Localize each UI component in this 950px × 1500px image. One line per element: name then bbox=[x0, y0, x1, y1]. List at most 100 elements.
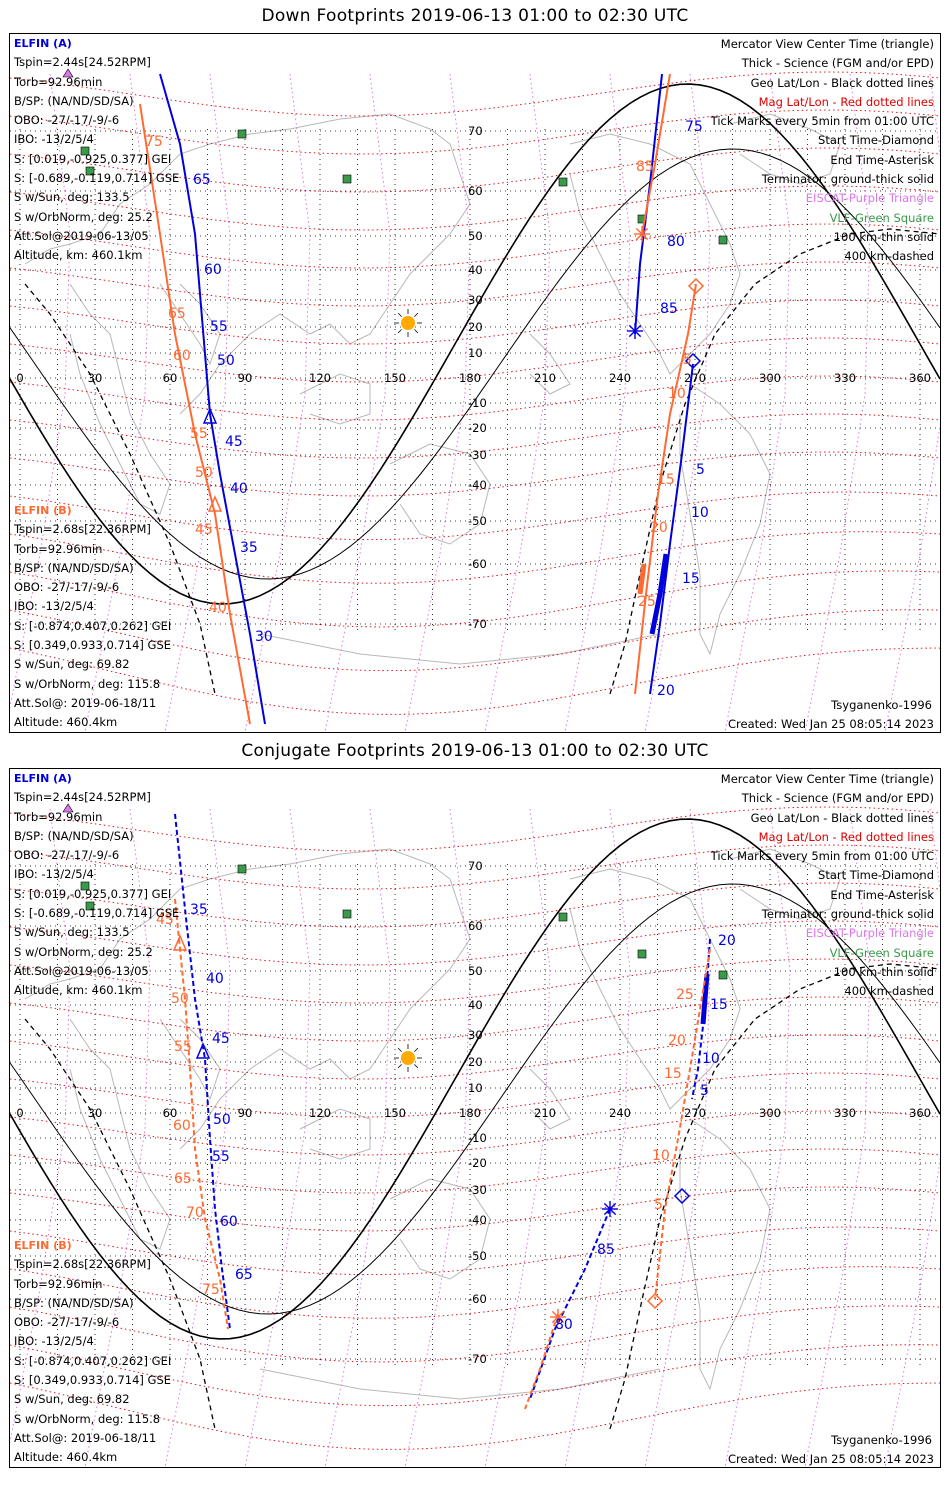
info-line: B/SP: (NA/ND/SD/SA) bbox=[14, 1295, 134, 1310]
info-line: S w/OrbNorm, deg: 115.8 bbox=[14, 1411, 161, 1426]
lat-tick-label: -70 bbox=[468, 1352, 487, 1366]
lat-tick-label: 50 bbox=[468, 229, 483, 243]
lat-tick-label: 20 bbox=[468, 320, 483, 334]
elfin-a-tick-label: 55 bbox=[212, 1149, 230, 1165]
elfin-b-tick-label: 65 bbox=[174, 1171, 192, 1187]
created-timestamp: Created: Wed Jan 25 08:05:14 2023 bbox=[727, 1452, 934, 1466]
legend-item: Mag Lat/Lon - Red dotted lines bbox=[758, 829, 934, 844]
lon-tick-label: 150 bbox=[384, 371, 406, 385]
legend-item: 100 km-thin solid bbox=[833, 229, 934, 244]
created-timestamp: Created: Wed Jan 25 08:05:14 2023 bbox=[727, 717, 934, 731]
lat-tick-label: -20 bbox=[468, 1156, 487, 1170]
legend-item: End Time-Asterisk bbox=[830, 152, 934, 167]
end-asterisk-icon bbox=[550, 1309, 566, 1325]
map-panel-down: 0 30 60 90 120 150 180 210 240 270 300 330 360 70 60 50… bbox=[9, 33, 941, 733]
vlf-square-icon bbox=[342, 909, 352, 919]
elfin-a-tick-label: 65 bbox=[235, 1267, 253, 1283]
elfin-b-tick-label: 25 bbox=[638, 594, 656, 610]
info-line: S: [-0.689,-0.119,0.714] GSE bbox=[14, 171, 180, 186]
vlf-square-icon bbox=[80, 881, 90, 891]
end-asterisk-icon bbox=[627, 323, 643, 339]
legend-item: Tick Marks every 5min from 01:00 UTC bbox=[710, 114, 934, 129]
info-line: IBO: -13/2/5/4 bbox=[14, 132, 94, 147]
info-line: OBO: -27/-17/-9/-6 bbox=[14, 113, 120, 128]
lat-tick-label: -50 bbox=[468, 514, 487, 528]
info-line: IBO: -13/2/5/4 bbox=[14, 867, 94, 882]
info-line: S: [0.349,0.933,0.714] GSE bbox=[14, 1373, 172, 1388]
start-diamond-icon bbox=[684, 352, 702, 370]
elfin-b-tick-label: 10 bbox=[652, 1148, 670, 1164]
lon-tick-label: 180 bbox=[459, 371, 481, 385]
elfin-a-tick-label: 75 bbox=[685, 119, 703, 135]
track-tick-labels: 35 40 45 50 55 60 65 20 15 10 5 85 80 45 50 55 60 65 70 75 2… bbox=[156, 902, 736, 1333]
map-panel-conjugate: 0 30 60 90 120 150 180 210 240 270 300 330 360 70 60 50… bbox=[9, 768, 941, 1468]
satellite-name: ELFIN (A) bbox=[14, 37, 72, 50]
legend-item: Start Time-Diamond bbox=[818, 133, 934, 148]
lon-tick-label: 240 bbox=[609, 1106, 631, 1120]
lon-tick-label: 210 bbox=[534, 1106, 556, 1120]
lat-tick-label: -20 bbox=[468, 421, 487, 435]
lat-tick-label: 40 bbox=[468, 998, 483, 1012]
elfin-a-tick-label: 60 bbox=[220, 1214, 238, 1230]
end-asterisk-icon bbox=[602, 1201, 618, 1217]
lon-tick-label: 0 bbox=[16, 1106, 23, 1120]
info-line: OBO: -27/-17/-9/-6 bbox=[14, 580, 120, 595]
elfin-b-tick-label: 60 bbox=[173, 348, 191, 364]
info-line: S w/OrbNorm, deg: 25.2 bbox=[14, 209, 153, 224]
mag-grid bbox=[10, 71, 940, 715]
lon-tick-label: 300 bbox=[759, 1106, 781, 1120]
info-line: Altitude: 460.4km bbox=[14, 1450, 118, 1465]
lon-tick-label: 180 bbox=[459, 1106, 481, 1120]
legend-item: Thick - Science (FGM and/or EPD) bbox=[741, 791, 934, 806]
legend-item: Terminator: ground-thick solid bbox=[761, 172, 934, 187]
elfin-a-tick-label: 40 bbox=[230, 481, 248, 497]
elfin-b-tick-label: 60 bbox=[173, 1118, 191, 1134]
lon-tick-label: 0 bbox=[16, 371, 23, 385]
info-line: Torb=92.96min bbox=[14, 74, 103, 89]
lon-tick-label: 60 bbox=[163, 371, 178, 385]
info-line: Att.Sol@: 2019-06-18/11 bbox=[14, 695, 157, 710]
legend-item: Mercator View Center Time (triangle) bbox=[720, 37, 934, 51]
elfin-b-tick-label: 55 bbox=[174, 1039, 192, 1055]
terminator bbox=[10, 818, 940, 1430]
lat-tick-label: 70 bbox=[468, 859, 483, 873]
elfin-b-tick-label: 45 bbox=[195, 522, 213, 538]
legend-item: 400 km-dashed bbox=[844, 984, 934, 999]
elfin-a-tick-label: 80 bbox=[667, 234, 685, 250]
elfin-a-tick-label: 85 bbox=[597, 1242, 615, 1258]
elfin-b-tick-label: 5 bbox=[654, 1197, 663, 1213]
info-line: B/SP: (NA/ND/SD/SA) bbox=[14, 560, 134, 575]
elfin-b-tick-label: 25 bbox=[676, 987, 694, 1003]
satellite-name: ELFIN (B) bbox=[14, 1239, 72, 1252]
info-line: S w/Sun, deg: 69.82 bbox=[14, 657, 130, 672]
lon-tick-label: 150 bbox=[384, 1106, 406, 1120]
elfin-a-info: ELFIN (A) Tspin=2.44s[24.52RPM] Torb=92.96… bbox=[14, 34, 179, 266]
info-line: OBO: -27/-17/-9/-6 bbox=[14, 1315, 120, 1330]
axis-labels: 0 30 60 90 120 150 180 210 240 270 300 330 360 70 60 50… bbox=[16, 124, 931, 631]
info-line: Torb=92.96min bbox=[14, 809, 103, 824]
elfin-b-tick-label: 75 bbox=[145, 134, 163, 150]
lon-tick-label: 270 bbox=[684, 371, 706, 385]
start-diamond-icon bbox=[646, 1292, 664, 1310]
end-asterisk-icon bbox=[634, 226, 650, 242]
axis-labels: 0 30 60 90 120 150 180 210 240 270 300 330 360 70 60 50… bbox=[16, 859, 931, 1366]
lon-tick-label: 60 bbox=[163, 1106, 178, 1120]
elfin-a-tick-label: 80 bbox=[555, 1317, 573, 1333]
info-line: Torb=92.96min bbox=[14, 541, 103, 556]
elfin-b-tick-label: 55 bbox=[190, 426, 208, 442]
elfin-b-tick-label: 15 bbox=[657, 472, 675, 488]
info-line: S w/OrbNorm, deg: 115.8 bbox=[14, 676, 161, 691]
legend-item: 100 km-thin solid bbox=[833, 964, 934, 979]
satellite-name: ELFIN (B) bbox=[14, 504, 72, 517]
panel-title-conjugate: Conjugate Footprints 2019-06-13 01:00 to… bbox=[241, 741, 709, 761]
footprint-tracks bbox=[139, 73, 705, 725]
info-line: B/SP: (NA/ND/SD/SA) bbox=[14, 828, 134, 843]
legend: Mercator View Center Time (triangle) Thic… bbox=[711, 35, 934, 267]
legend-item: Mag Lat/Lon - Red dotted lines bbox=[758, 94, 934, 109]
start-diamond-icon bbox=[687, 277, 705, 295]
info-line: IBO: -13/2/5/4 bbox=[14, 1334, 94, 1349]
center-time-triangle-icon bbox=[195, 1042, 211, 1059]
info-line: OBO: -27/-17/-9/-6 bbox=[14, 848, 120, 863]
legend-item: EISCAT-Purple Triangle bbox=[805, 926, 934, 941]
lat-tick-label: 70 bbox=[468, 124, 483, 138]
